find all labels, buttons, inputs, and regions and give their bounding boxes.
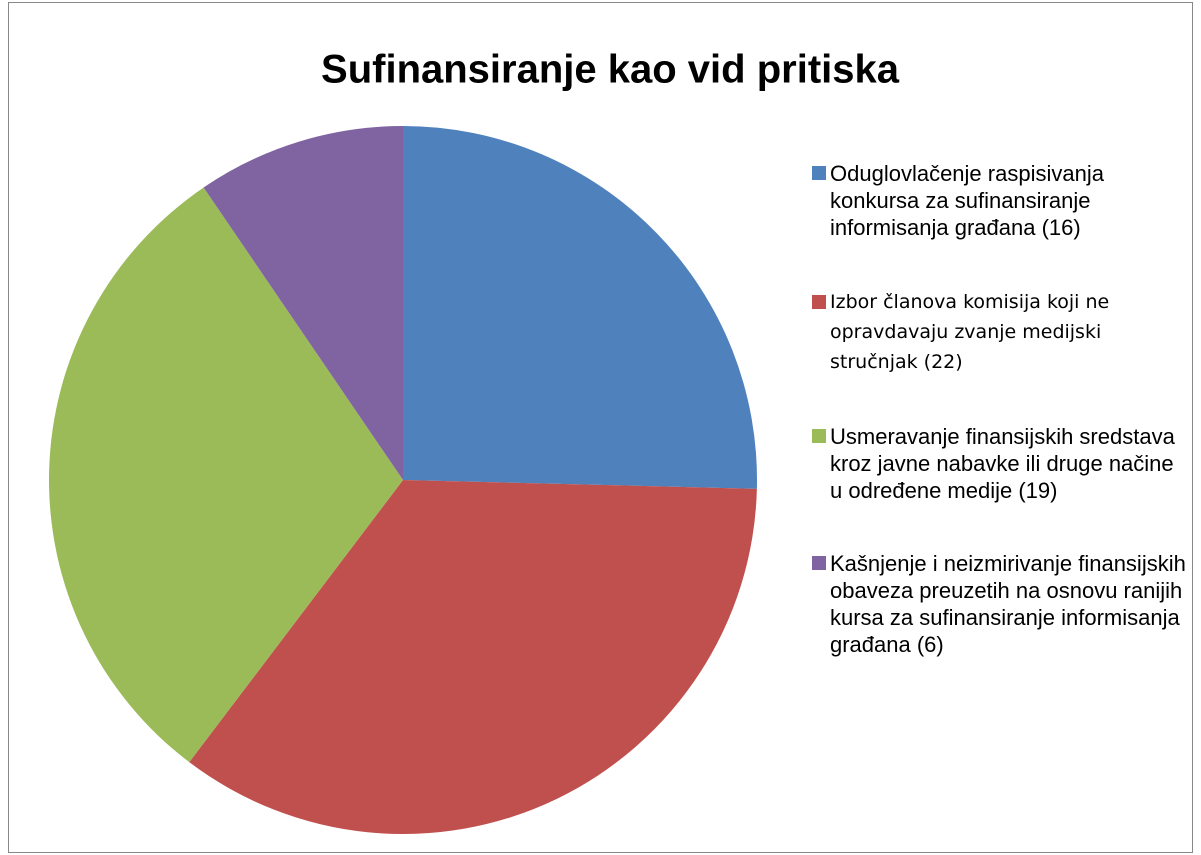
legend-label: Oduglovlačenje raspisivanja konkursa za …	[830, 161, 1104, 240]
legend-swatch	[812, 166, 826, 180]
legend-entry: Kašnjenje i neizmirivanje finansijskih o…	[812, 550, 1187, 658]
legend-label: Kašnjenje i neizmirivanje finansijskih o…	[830, 551, 1186, 657]
chart-title: Sufinansiranje kao vid pritiska	[321, 48, 900, 92]
pie-slice	[403, 126, 757, 489]
legend: Oduglovlačenje raspisivanja konkursa za …	[812, 160, 1187, 658]
legend-swatch	[812, 556, 826, 570]
legend-swatch	[812, 429, 826, 443]
legend-label: Izbor članova komisija koji ne opravdava…	[830, 291, 1110, 373]
legend-entry: Izbor članova komisija koji ne opravdava…	[812, 287, 1187, 377]
pie-slice	[48, 187, 404, 763]
legend-swatch	[812, 295, 826, 309]
legend-label: Usmeravanje finansijskih sredstava kroz …	[830, 424, 1175, 503]
legend-entry: Oduglovlačenje raspisivanja konkursa za …	[812, 160, 1187, 241]
pie-slice	[203, 126, 403, 480]
legend-entry: Usmeravanje finansijskih sredstava kroz …	[812, 423, 1187, 504]
pie-slice	[189, 480, 757, 834]
